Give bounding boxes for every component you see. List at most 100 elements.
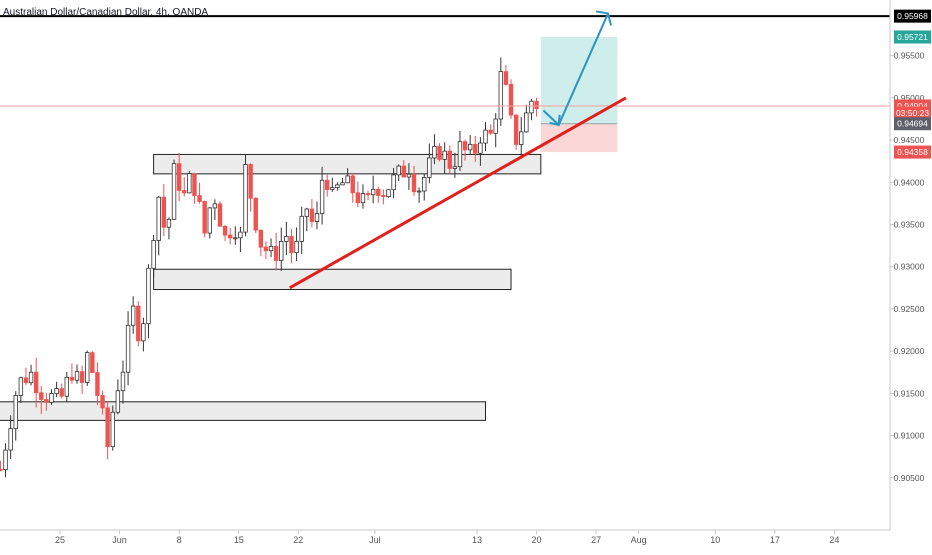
candle-body — [202, 201, 207, 234]
candle-body — [54, 388, 59, 394]
candle-body — [325, 179, 330, 190]
price-label: 0.95968 — [897, 11, 928, 21]
candle-body — [294, 240, 299, 254]
candle-body — [391, 174, 396, 191]
candle-body — [488, 129, 493, 134]
x-tick-label: Jun — [112, 535, 127, 545]
candle-body — [508, 84, 514, 116]
candle-body — [279, 241, 284, 261]
candle-body — [406, 173, 412, 178]
candle-body — [365, 193, 371, 196]
candle-body — [401, 165, 407, 178]
y-tick-label: 0.94000 — [894, 177, 925, 187]
x-tick-label: 24 — [829, 535, 839, 545]
candle-body — [64, 376, 70, 397]
candle-body — [125, 324, 131, 373]
candle-body — [268, 246, 274, 252]
candle-body — [273, 246, 279, 261]
candle-body — [442, 150, 447, 160]
candle-body — [319, 179, 325, 214]
arrow-head — [595, 10, 613, 26]
x-tick-label: 13 — [472, 535, 482, 545]
candle-body — [176, 163, 182, 191]
candle-body — [411, 173, 417, 193]
candle-body — [483, 129, 488, 144]
candle-body — [33, 371, 39, 394]
candle-body — [248, 164, 253, 199]
price-label-box — [894, 145, 931, 159]
candle-body — [304, 208, 309, 217]
x-tick-label: 20 — [532, 535, 542, 545]
candle-body — [156, 196, 161, 241]
price-label-box — [894, 9, 931, 23]
candle-body — [534, 100, 539, 110]
candle-body — [212, 203, 218, 209]
candle-body — [74, 371, 80, 381]
candle-body — [330, 187, 335, 190]
price-label-box — [894, 117, 931, 131]
candle-body — [370, 188, 376, 196]
candle-body — [18, 377, 24, 396]
price-label: 0.94694 — [897, 119, 928, 129]
candle-body — [335, 184, 340, 188]
candle-body — [432, 146, 437, 159]
candle-body — [0, 468, 3, 471]
candle-body — [503, 71, 509, 85]
candle-body — [309, 208, 315, 222]
y-tick-label: 0.92000 — [894, 346, 925, 356]
x-tick-label: 8 — [177, 535, 182, 545]
y-tick-label: 0.94500 — [894, 135, 925, 145]
candle-body — [110, 411, 115, 448]
candle-body — [422, 177, 427, 192]
candle-body — [238, 231, 243, 239]
candle-body — [447, 150, 452, 169]
candle-body — [8, 428, 13, 451]
candle-body — [284, 236, 289, 242]
symbol-title: Australian Dollar/Canadian Dollar, 4h, O… — [3, 7, 209, 18]
candle-body — [258, 229, 264, 248]
candle-body — [3, 449, 8, 470]
candle-body — [452, 166, 458, 169]
price-label: 0.94904 — [897, 101, 928, 111]
candle-body — [524, 112, 529, 133]
candle-body — [44, 399, 49, 403]
y-tick-label: 0.93000 — [894, 262, 925, 272]
candle-body — [79, 371, 85, 383]
candle-body — [386, 189, 391, 198]
candle-body — [95, 372, 100, 396]
candle-body — [355, 192, 361, 204]
candle-body — [416, 190, 422, 193]
candle-body — [493, 118, 498, 134]
candle-body — [130, 305, 136, 326]
candle-body — [314, 213, 320, 222]
candle-body — [207, 207, 212, 234]
x-tick-label: 22 — [293, 535, 303, 545]
candle-body — [299, 215, 304, 242]
candle-body — [478, 142, 483, 154]
x-tick-label: 27 — [591, 535, 601, 545]
candle-body — [263, 246, 269, 252]
x-tick-label: 17 — [770, 535, 780, 545]
candle-body — [13, 395, 18, 430]
candle-body — [90, 352, 95, 373]
candle-body — [146, 267, 151, 325]
y-tick-label: 0.91500 — [894, 388, 925, 398]
candle-body — [467, 143, 473, 151]
x-tick-label: Aug — [631, 535, 647, 545]
candle-body — [23, 377, 29, 384]
candle-body — [39, 392, 44, 400]
x-tick-label: Jul — [369, 535, 381, 545]
candle-body — [59, 388, 64, 397]
candle-body — [233, 237, 238, 240]
candle-body — [227, 234, 233, 239]
candle-body — [340, 182, 345, 186]
zone-3 — [0, 401, 486, 421]
candle-body — [182, 190, 187, 194]
candle-body — [120, 371, 126, 392]
candle-body — [498, 71, 504, 120]
y-tick-label: 0.90500 — [894, 473, 925, 483]
candle-body — [192, 173, 197, 196]
candle-body — [171, 163, 177, 220]
